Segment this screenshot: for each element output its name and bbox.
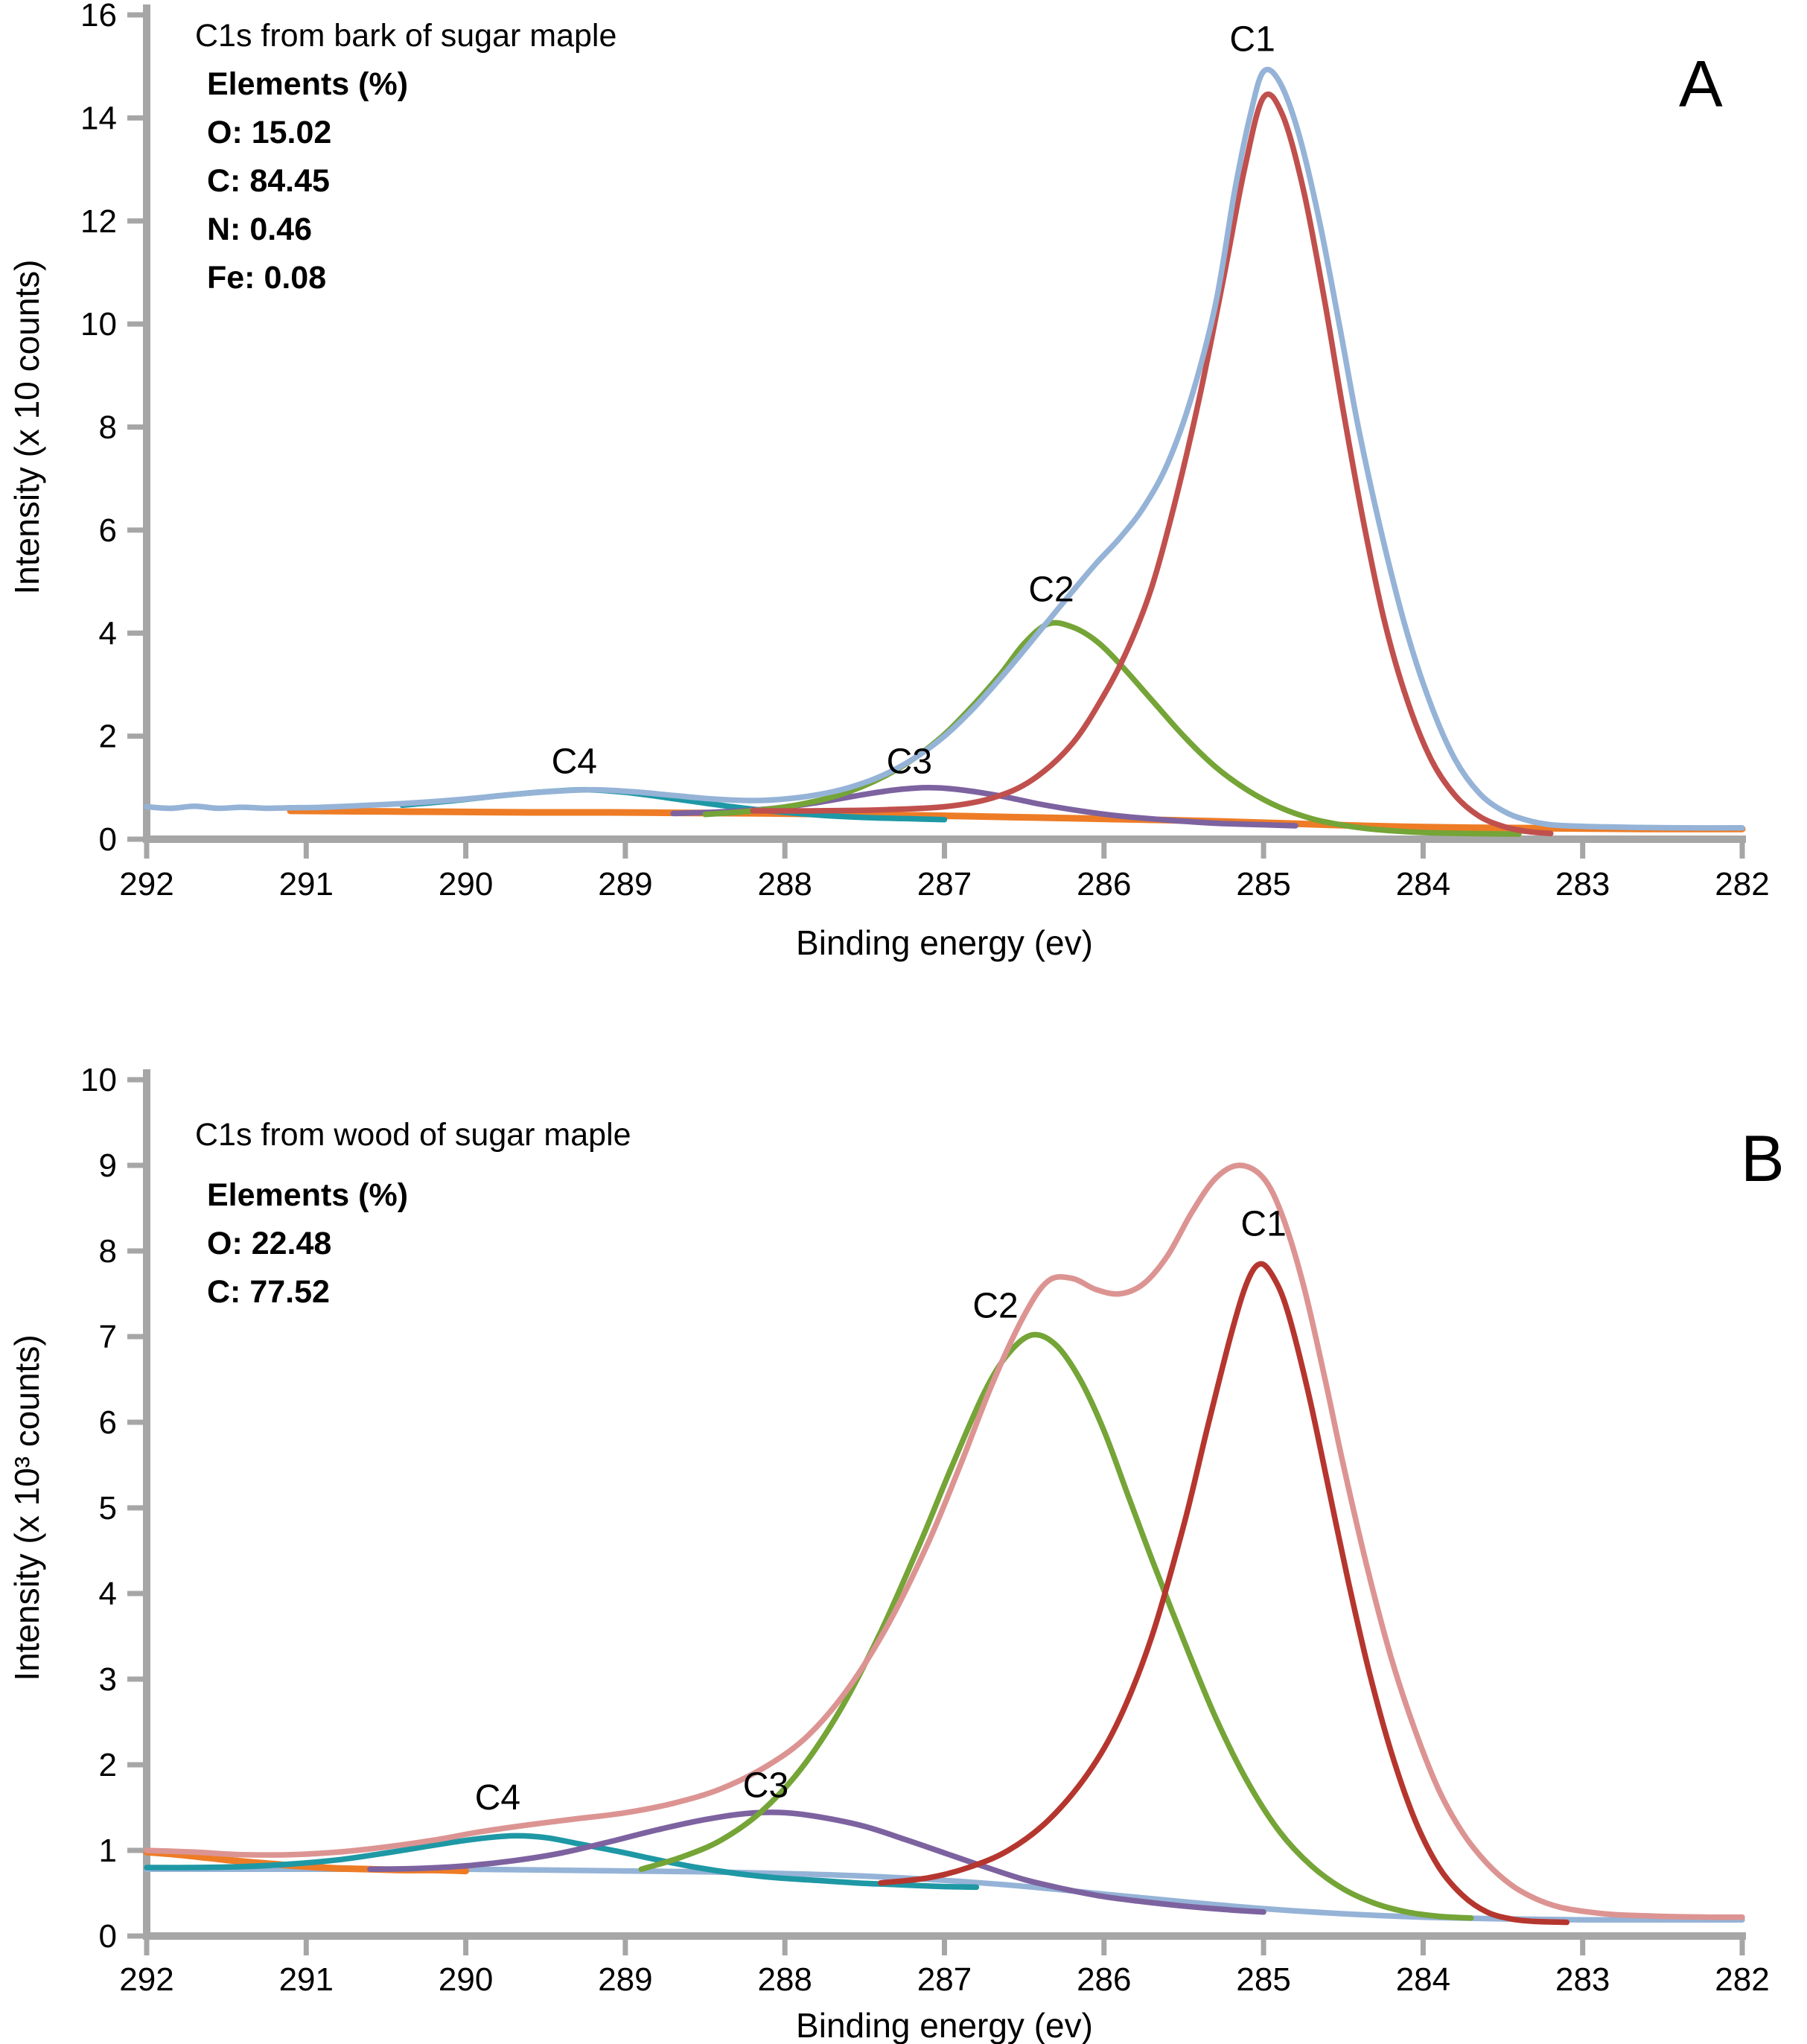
x-tick-label: 291: [279, 1961, 334, 1998]
x-tick-label: 290: [439, 1961, 493, 1998]
panel-a-corner-letter: A: [1679, 47, 1723, 121]
y-tick-label: 4: [99, 1576, 117, 1612]
y-tick-label: 16: [80, 0, 117, 34]
x-tick-label: 282: [1715, 1961, 1769, 1998]
panel-b-plot-svg: 292 291 290 289 288 287 286 285 284 283 282 0 1 2 3 4 5 6…: [7, 1062, 1770, 2044]
x-tick-label: 283: [1555, 866, 1610, 902]
panel-a-annotation: C1s from bark of sugar maple Elements (%…: [195, 12, 616, 302]
x-tick-label: 285: [1236, 1961, 1290, 1998]
peak-label-c2: C2: [1028, 570, 1074, 609]
x-tick-label: 284: [1396, 866, 1450, 902]
series-c2-curve: [638, 1331, 1474, 1921]
x-axis-title: Binding energy (ev): [796, 923, 1093, 962]
x-tick-label: 285: [1236, 866, 1290, 902]
panel-b-element-c: C: 77.52: [207, 1274, 330, 1310]
panel-a-element-n: N: 0.46: [207, 211, 313, 247]
x-tick-label: 282: [1715, 866, 1769, 902]
peak-label-c4: C4: [552, 742, 597, 781]
peak-label-c2: C2: [972, 1287, 1018, 1326]
y-tick-label: 9: [99, 1147, 117, 1184]
y-tick-label: 2: [99, 719, 117, 755]
y-tick-label: 8: [99, 1233, 117, 1270]
y-tick-label: 10: [80, 306, 117, 343]
panel-b-element-o: O: 22.48: [207, 1226, 332, 1261]
x-tick-label: 289: [598, 866, 652, 902]
y-tick-label: 14: [80, 100, 117, 136]
series-background-curve: [287, 807, 1746, 832]
y-tick-label: 1: [99, 1833, 117, 1869]
x-tick-label: 292: [119, 1961, 173, 1998]
series-c1-curve: [750, 91, 1554, 837]
series-c1-curve: [878, 1261, 1570, 1926]
series-envelope-curve: [144, 66, 1745, 831]
x-tick-label: 284: [1396, 1961, 1450, 1998]
peak-label-c1: C1: [1229, 19, 1275, 59]
series-c4-curve: [144, 1833, 980, 1891]
x-tick-label: 289: [598, 1961, 652, 1998]
y-axis-title: Intensity (x 10³ counts): [7, 1334, 46, 1681]
panel-a-plot-svg: 292 291 290 289 288 287 286 285 284 283 282 0 2 4 6 8 10…: [7, 0, 1770, 962]
y-tick-label: 3: [99, 1661, 117, 1698]
panel-a-element-c: C: 84.45: [207, 163, 330, 199]
x-tick-label: 288: [757, 1961, 812, 1998]
x-tick-label: 287: [917, 866, 972, 902]
y-tick-label: 4: [99, 615, 117, 652]
panel-a-element-fe: Fe: 0.08: [207, 260, 327, 296]
x-tick-label: 292: [119, 866, 173, 902]
x-tick-label: 287: [917, 1961, 972, 1998]
x-tick-label: 290: [439, 866, 493, 902]
x-tick-label: 286: [1077, 866, 1131, 902]
x-tick-label: 283: [1555, 1961, 1610, 1998]
x-tick-label: 291: [279, 866, 334, 902]
panel-b-annotation: C1s from wood of sugar maple Elements (%…: [195, 1111, 631, 1316]
peak-label-c3: C3: [743, 1766, 788, 1806]
panel-b-elements-header: Elements (%): [207, 1177, 409, 1213]
series-envelope-curve: [144, 1162, 1745, 1920]
y-tick-label: 10: [80, 1062, 117, 1098]
y-axis-title: Intensity (x 10 counts): [7, 260, 46, 595]
peak-label-c4: C4: [475, 1778, 520, 1818]
panel-a-element-o: O: 15.02: [207, 115, 332, 150]
y-tick-label: 0: [99, 1918, 117, 1955]
peak-label-c1: C1: [1240, 1204, 1286, 1244]
y-tick-label: 2: [99, 1747, 117, 1783]
y-tick-label: 12: [80, 203, 117, 240]
panel-b-corner-letter: B: [1741, 1121, 1785, 1195]
x-axis-title: Binding energy (ev): [796, 2006, 1093, 2044]
peak-label-c3: C3: [887, 742, 932, 781]
y-tick-label: 6: [99, 512, 117, 549]
y-tick-label: 8: [99, 410, 117, 446]
panel-a-elements-header: Elements (%): [207, 66, 409, 102]
panel-a-title: C1s from bark of sugar maple: [195, 18, 617, 54]
y-tick-label: 6: [99, 1404, 117, 1441]
x-tick-label: 286: [1077, 1961, 1131, 1998]
x-tick-label: 288: [757, 866, 812, 902]
series-c3-curve: [367, 1809, 1266, 1915]
y-tick-label: 7: [99, 1319, 117, 1355]
y-tick-label: 5: [99, 1490, 117, 1526]
panel-b-title: C1s from wood of sugar maple: [195, 1117, 631, 1153]
y-tick-label: 0: [99, 821, 117, 858]
